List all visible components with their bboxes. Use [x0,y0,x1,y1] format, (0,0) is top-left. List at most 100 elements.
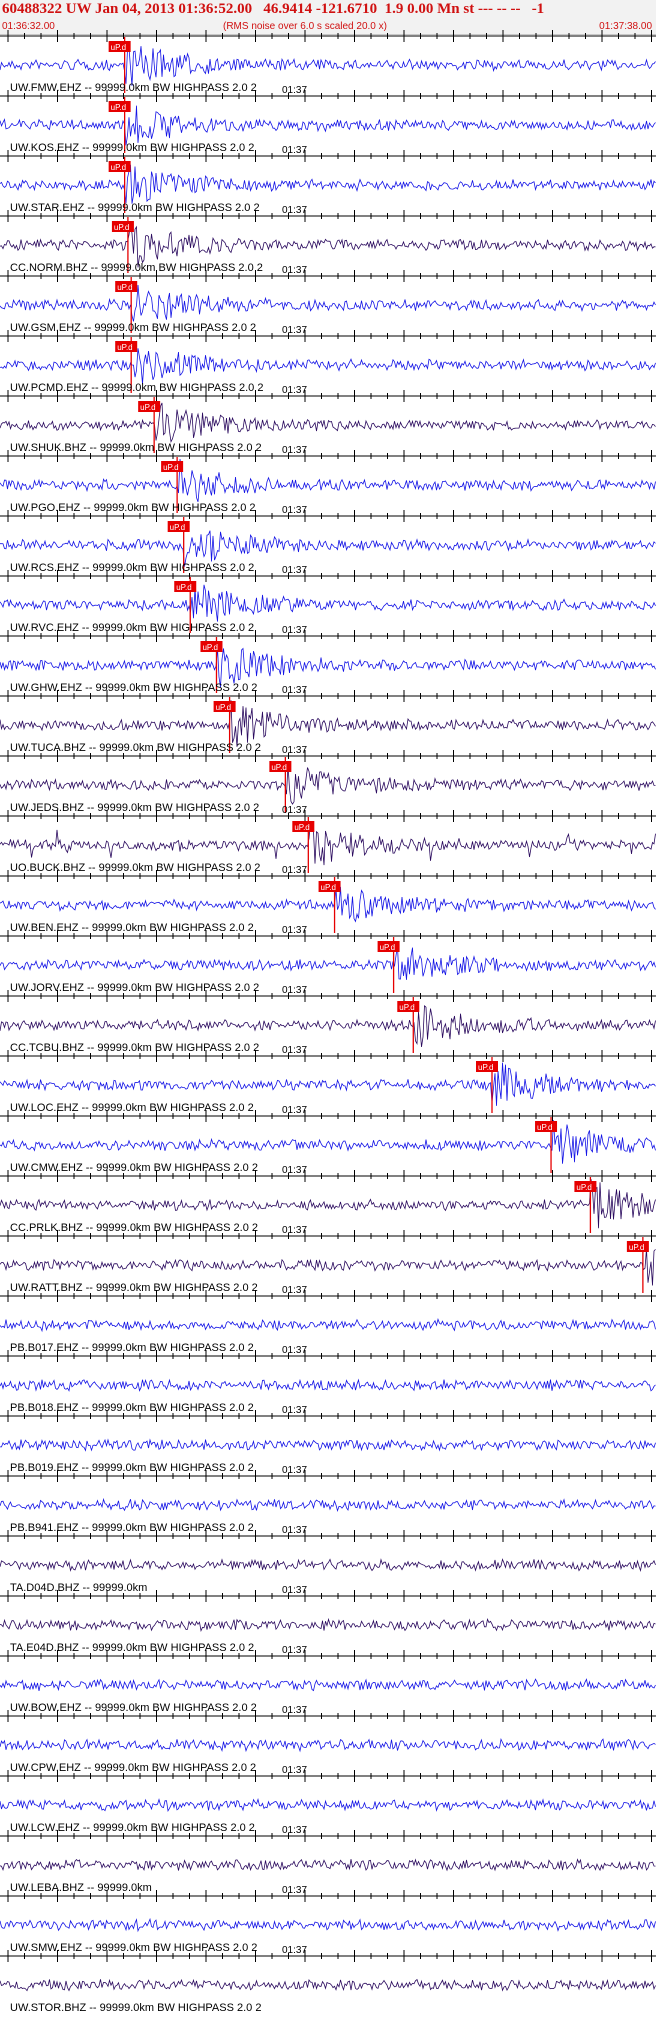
waveform [0,1499,656,1510]
station-label: UW.GHW.EHZ -- 99999.0km BW HIGHPASS 2.0 … [10,682,257,694]
tick-label: 01:37 [282,505,307,516]
tick-label: 01:37 [282,385,307,396]
station-label: PB.B941.EHZ -- 99999.0km BW HIGHPASS 2.0… [10,1522,254,1534]
tick-label: 01:37 [282,1165,307,1176]
tick-label: 01:37 [282,865,307,876]
waveform [0,1063,656,1106]
waveform [0,1679,656,1691]
tick-label: 01:37 [282,445,307,456]
pick-label: uP.d [202,643,217,652]
waveform [0,285,656,321]
pick-label: uP.d [380,943,395,952]
waveform [0,765,656,804]
tick-label: 01:37 [282,1105,307,1116]
tick-label: 01:37 [282,1585,307,1596]
waveform [0,1739,656,1751]
tick-label: 01:37 [282,1645,307,1656]
waveform [0,106,656,146]
waveform [0,46,656,86]
tick-label: 01:37 [282,745,307,756]
station-label: UW.RVC.EHZ -- 99999.0km BW HIGHPASS 2.0 … [10,622,254,634]
waveform [0,348,656,384]
tick-label: 01:37 [282,85,307,96]
station-label: UW.RATT.BHZ -- 99999.0km BW HIGHPASS 2.0… [10,1282,258,1294]
tick-label: 01:37 [282,205,307,216]
tick-label: 01:37 [282,1825,307,1836]
station-label: UW.LOC.EHZ -- 99999.0km BW HIGHPASS 2.0 … [10,1102,254,1114]
waveform [0,165,656,204]
pick-label: uP.d [216,703,231,712]
station-label: UW.STAR.EHZ -- 99999.0km BW HIGHPASS 2.0… [10,202,260,214]
pick-label: uP.d [117,343,132,352]
waveform [0,1559,656,1570]
pick-label: uP.d [399,1003,414,1012]
tick-label: 01:37 [282,985,307,996]
station-label: CC.NORM.BHZ -- 99999.0km BW HIGHPASS 2.0… [10,262,263,274]
station-label: TA.E04D.BHZ -- 99999.0km BW HIGHPASS 2.0… [10,1642,254,1654]
station-label: PB.B017.EHZ -- 99999.0km BW HIGHPASS 2.0… [10,1342,254,1354]
waveform [0,1380,656,1391]
station-label: UW.GSM.EHZ -- 99999.0km BW HIGHPASS 2.0 … [10,322,256,334]
station-label: CC.PRLK.BHZ -- 99999.0km BW HIGHPASS 2.0… [10,1222,258,1234]
tick-label: 01:37 [282,325,307,336]
station-label: PB.B018.EHZ -- 99999.0km BW HIGHPASS 2.0… [10,1402,254,1414]
tick-label: 01:37 [282,925,307,936]
tick-label: 01:37 [282,1405,307,1416]
station-label: UW.FMW.EHZ -- 99999.0km BW HIGHPASS 2.0 … [10,82,257,94]
waveform [0,1179,656,1228]
waveform [0,459,656,502]
station-label: UW.JORV.EHZ -- 99999.0km BW HIGHPASS 2.0… [10,982,259,994]
tick-label: 01:37 [282,1285,307,1296]
waveform [0,1249,656,1286]
pick-label: uP.d [537,1123,552,1132]
tick-label: 01:37 [282,1045,307,1056]
station-label: UW.BOW.EHZ -- 99999.0km BW HIGHPASS 2.0 … [10,1702,257,1714]
tick-label: 01:37 [282,145,307,156]
pick-label: uP.d [271,763,286,772]
tick-label: 01:37 [282,1705,307,1716]
waveform [0,223,656,267]
tick-label: 01:37 [282,685,307,696]
tick-label: 01:37 [282,625,307,636]
station-label: UW.SMW.EHZ -- 99999.0km BW HIGHPASS 2.0 … [10,1942,257,1954]
station-label: UW.SHUK.BHZ -- 99999.0km BW HIGHPASS 2.0… [10,442,262,454]
tick-label: 01:37 [282,1525,307,1536]
station-label: CC.TCBU.BHZ -- 99999.0km BW HIGHPASS 2.0… [10,1042,259,1054]
waveform [0,822,656,865]
waveform [0,1120,656,1164]
station-label: TA.D04D.BHZ -- 99999.0km [10,1582,147,1594]
waveform [0,1979,656,1990]
station-label: UW.LCW.EHZ -- 99999.0km BW HIGHPASS 2.0 … [10,1822,255,1834]
waveform [0,1440,656,1451]
waveform [0,1919,656,1931]
waveform [0,1319,656,1331]
tick-label: 01:37 [282,1465,307,1476]
waveform [0,1799,656,1810]
waveform [0,1006,656,1047]
pick-label: uP.d [111,43,126,52]
waveform [0,887,656,922]
waveform [0,946,656,980]
station-label: UW.PGO.EHZ -- 99999.0km BW HIGHPASS 2.0 … [10,502,256,514]
waveform [0,585,656,622]
station-label: PB.B019.EHZ -- 99999.0km BW HIGHPASS 2.0… [10,1462,254,1474]
pick-label: uP.d [170,523,185,532]
tick-label: 01:37 [282,1945,307,1956]
pick-label: uP.d [321,883,336,892]
pick-label: uP.d [163,463,178,472]
pick-label: uP.d [111,103,126,112]
station-label: UW.CMW.EHZ -- 99999.0km BW HIGHPASS 2.0 … [10,1162,258,1174]
tick-label: 01:37 [282,1885,307,1896]
pick-label: uP.d [117,283,132,292]
station-label: UW.PCMD.EHZ -- 99999.0km BW HIGHPASS 2.0… [10,382,263,394]
station-label: UW.STOR.BHZ -- 99999.0km BW HIGHPASS 2.0… [10,2002,261,2014]
tick-label: 01:37 [282,1225,307,1236]
pick-label: uP.d [576,1183,591,1192]
station-label: UW.TUCA.BHZ -- 99999.0km BW HIGHPASS 2.0… [10,742,261,754]
pick-label: uP.d [629,1243,644,1252]
pick-label: uP.d [140,403,155,412]
waveform [0,1859,656,1870]
waveform [0,1619,656,1630]
waveform [0,403,656,442]
